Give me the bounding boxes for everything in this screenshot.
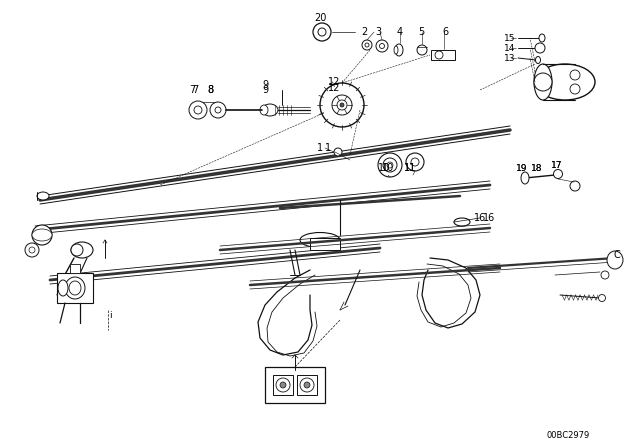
Circle shape	[320, 83, 364, 127]
Circle shape	[601, 271, 609, 279]
Text: 9: 9	[262, 85, 268, 95]
Text: 17: 17	[551, 160, 563, 169]
Text: 13: 13	[504, 53, 516, 63]
Text: 14: 14	[504, 43, 516, 52]
Text: 11: 11	[404, 163, 416, 173]
Text: 8: 8	[207, 85, 213, 95]
Ellipse shape	[534, 64, 552, 100]
Bar	[265, 367, 325, 403]
Circle shape	[406, 153, 424, 171]
Circle shape	[598, 294, 605, 302]
Text: 2: 2	[361, 27, 367, 37]
Bar	[310, 238, 340, 250]
Ellipse shape	[32, 229, 52, 241]
Ellipse shape	[262, 104, 278, 116]
Circle shape	[535, 43, 545, 53]
Text: 10: 10	[378, 163, 390, 173]
Circle shape	[378, 153, 402, 177]
Ellipse shape	[300, 233, 340, 247]
Circle shape	[313, 23, 331, 41]
Text: 15: 15	[504, 34, 516, 43]
Ellipse shape	[65, 277, 85, 299]
Bar	[297, 375, 317, 395]
Text: i: i	[109, 310, 111, 319]
Circle shape	[362, 40, 372, 50]
Circle shape	[337, 100, 347, 110]
Text: 8: 8	[207, 85, 213, 95]
Ellipse shape	[536, 56, 541, 64]
Text: 7: 7	[192, 85, 198, 95]
Circle shape	[300, 378, 314, 392]
Text: 18: 18	[531, 164, 543, 172]
Ellipse shape	[521, 172, 529, 184]
Circle shape	[570, 181, 580, 191]
Circle shape	[383, 158, 397, 172]
Text: 20: 20	[314, 13, 326, 23]
Circle shape	[189, 101, 207, 119]
Text: 12: 12	[328, 83, 340, 93]
Ellipse shape	[71, 244, 83, 256]
Ellipse shape	[394, 46, 398, 54]
Ellipse shape	[417, 45, 427, 55]
Circle shape	[215, 107, 221, 113]
Bar	[273, 375, 293, 395]
Ellipse shape	[535, 64, 595, 100]
Circle shape	[570, 70, 580, 80]
Text: 4: 4	[397, 27, 403, 37]
Text: 16: 16	[474, 213, 486, 223]
Circle shape	[365, 43, 369, 47]
Circle shape	[25, 243, 39, 257]
Bar	[57, 273, 93, 303]
Ellipse shape	[454, 218, 470, 226]
Circle shape	[37, 230, 47, 240]
Circle shape	[376, 40, 388, 52]
Circle shape	[332, 95, 352, 115]
Circle shape	[570, 84, 580, 94]
Text: 17: 17	[551, 160, 563, 169]
Text: 19: 19	[516, 164, 528, 172]
Circle shape	[534, 73, 552, 91]
Text: 11: 11	[404, 163, 416, 173]
Ellipse shape	[539, 34, 545, 42]
Circle shape	[210, 102, 226, 118]
Circle shape	[340, 103, 344, 107]
Text: 16: 16	[483, 213, 495, 223]
Ellipse shape	[607, 251, 623, 269]
Bar	[431, 50, 455, 60]
Circle shape	[29, 247, 35, 253]
Text: 19: 19	[516, 164, 528, 172]
Ellipse shape	[37, 192, 49, 200]
Text: 1: 1	[325, 143, 331, 153]
Text: 7: 7	[189, 85, 195, 95]
Circle shape	[334, 148, 342, 156]
Text: 00BC2979: 00BC2979	[547, 431, 590, 439]
Text: 3: 3	[375, 27, 381, 37]
Text: 10: 10	[382, 163, 394, 173]
Circle shape	[304, 382, 310, 388]
Circle shape	[194, 106, 202, 114]
Bar	[70, 264, 80, 273]
Text: 5: 5	[418, 27, 424, 37]
Circle shape	[318, 28, 326, 36]
Circle shape	[380, 43, 385, 48]
Text: C: C	[614, 250, 620, 260]
Ellipse shape	[260, 105, 268, 115]
Text: 12: 12	[328, 77, 340, 87]
Text: 9: 9	[262, 80, 268, 90]
Circle shape	[387, 162, 393, 168]
Circle shape	[32, 225, 52, 245]
Circle shape	[411, 158, 419, 166]
Ellipse shape	[69, 281, 81, 295]
Text: 18: 18	[531, 164, 543, 172]
Ellipse shape	[395, 44, 403, 56]
Circle shape	[554, 169, 563, 178]
Ellipse shape	[71, 242, 93, 258]
Circle shape	[280, 382, 286, 388]
Text: 6: 6	[442, 27, 448, 37]
Circle shape	[276, 378, 290, 392]
Circle shape	[435, 51, 443, 59]
Ellipse shape	[58, 280, 68, 296]
Text: 1: 1	[317, 143, 323, 153]
